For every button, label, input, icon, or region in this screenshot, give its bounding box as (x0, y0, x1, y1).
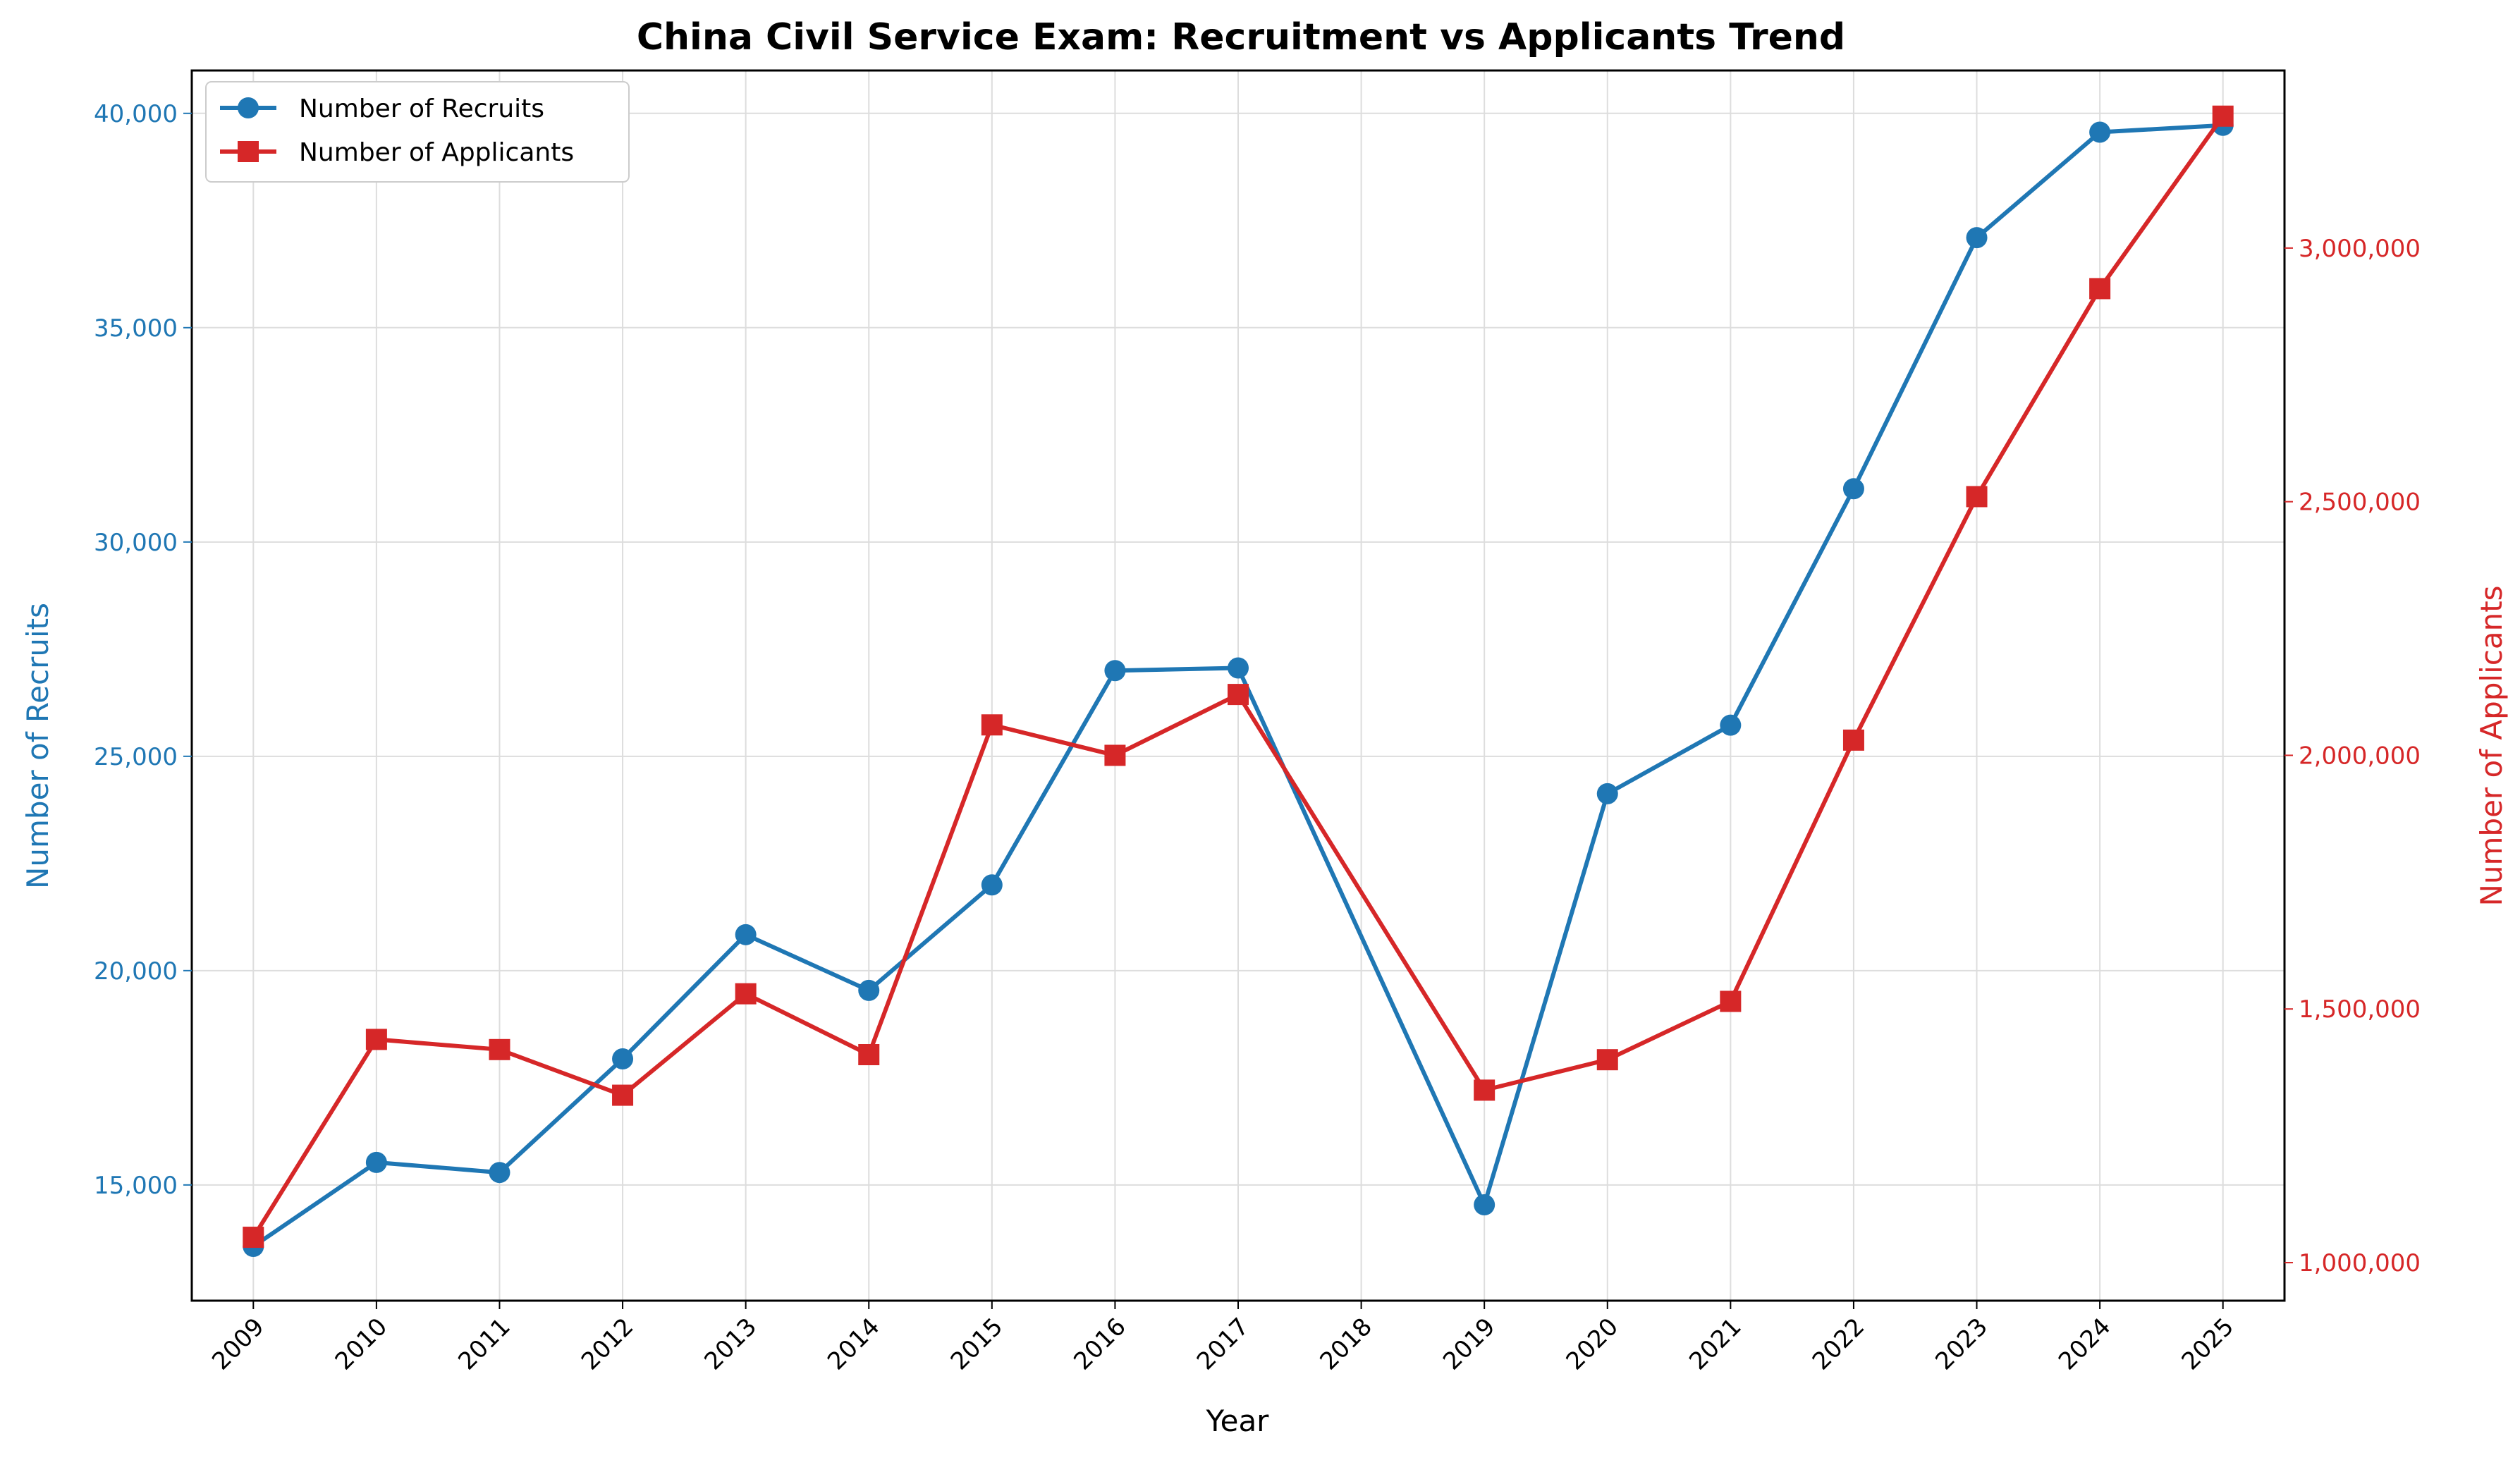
data-point-applicants (1720, 990, 1742, 1012)
data-point-recruits (1842, 478, 1864, 500)
y-tick-label-right: 3,000,000 (2299, 235, 2421, 263)
y-tick-label-left: 20,000 (94, 957, 178, 986)
data-point-applicants (365, 1029, 387, 1050)
data-point-recruits (1720, 714, 1742, 736)
data-point-applicants (1474, 1079, 1496, 1101)
data-point-recruits (735, 924, 757, 945)
y-axis-label-right: Number of Applicants (2474, 585, 2509, 906)
data-point-applicants (2212, 105, 2234, 127)
y-tick-label-right: 1,500,000 (2299, 995, 2421, 1024)
legend-recruits-label: Number of Recruits (299, 94, 544, 123)
data-point-applicants (1104, 744, 1126, 766)
data-point-recruits (1104, 660, 1126, 682)
y-tick-label-left: 35,000 (94, 314, 178, 343)
legend-box (205, 81, 630, 183)
data-point-recruits (981, 874, 1003, 896)
data-point-applicants (489, 1038, 510, 1060)
legend-applicants-label: Number of Applicants (299, 138, 574, 167)
data-point-recruits (1966, 227, 1988, 249)
y-tick-label-right: 1,000,000 (2299, 1249, 2421, 1277)
data-point-applicants (1966, 486, 1988, 508)
y-tick-label-left: 30,000 (94, 529, 178, 557)
data-point-applicants (1596, 1049, 1618, 1071)
data-point-applicants (1228, 684, 1249, 706)
data-point-applicants (612, 1084, 634, 1106)
legend: Number of Recruits Number of Applicants (205, 81, 630, 183)
data-point-recruits (489, 1162, 510, 1184)
data-point-recruits (1474, 1194, 1496, 1215)
data-point-recruits (858, 979, 880, 1001)
y-tick-label-right: 2,000,000 (2299, 742, 2421, 770)
data-point-applicants (981, 714, 1003, 736)
series-layer (243, 105, 2234, 1258)
legend-applicants-marker (238, 141, 259, 162)
data-point-applicants (858, 1044, 880, 1065)
data-point-recruits (1228, 657, 1249, 679)
data-point-applicants (1842, 729, 1864, 751)
x-axis-label: Year (1206, 1404, 1270, 1438)
y-axis-label-left: Number of Recruits (20, 603, 55, 889)
data-point-recruits (2089, 121, 2111, 143)
data-point-applicants (735, 983, 757, 1005)
chart-title: China Civil Service Exam: Recruitment vs… (637, 16, 1845, 59)
data-point-recruits (1596, 783, 1618, 804)
data-point-applicants (243, 1227, 264, 1249)
data-point-recruits (365, 1151, 387, 1173)
data-point-recruits (612, 1048, 634, 1070)
legend-recruits-marker (238, 97, 259, 118)
y-tick-label-left: 40,000 (94, 100, 178, 128)
data-point-applicants (2089, 278, 2111, 300)
series-line-recruits (252, 123, 2223, 1249)
y-tick-label-left: 25,000 (94, 743, 178, 771)
series-line-applicants (251, 115, 2225, 1239)
y-tick-label-right: 2,500,000 (2299, 489, 2421, 517)
y-tick-label-left: 15,000 (94, 1172, 178, 1200)
